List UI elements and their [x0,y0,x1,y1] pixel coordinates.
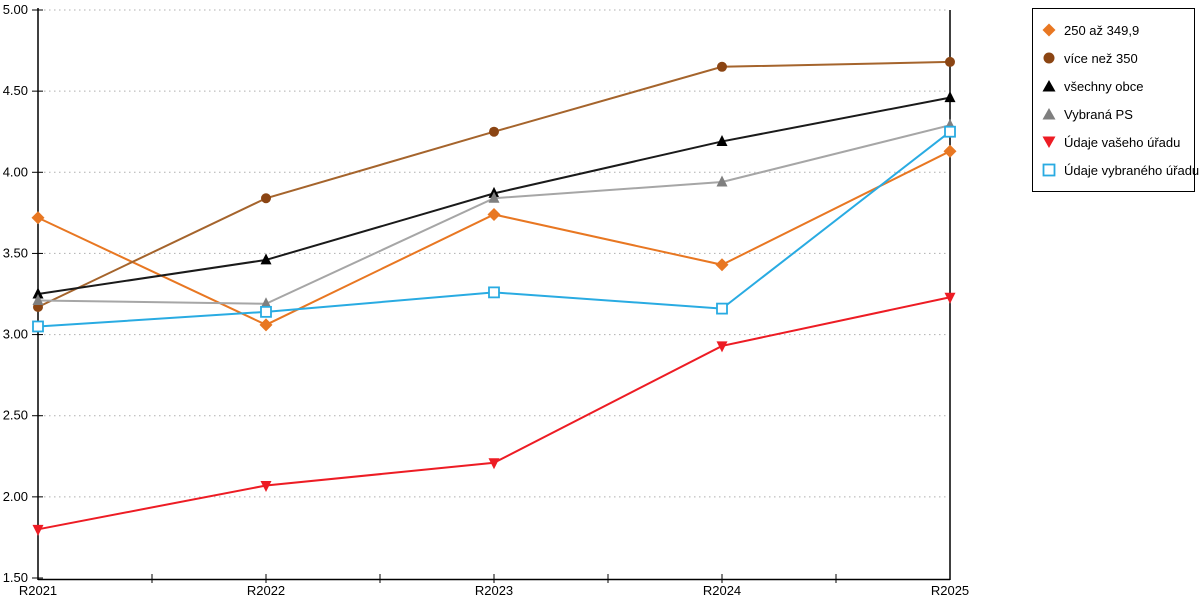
data-point-marker [944,125,956,138]
data-point-marker [261,193,271,204]
data-point-marker [259,318,273,332]
x-axis-tick-label: R2021 [19,583,57,598]
chart-legend: 250 až 349,9 více než 350 všechny obce Vybr… [1032,8,1199,192]
legend-marker [1042,51,1056,65]
data-point-marker [716,134,728,146]
data-point-marker [260,305,272,318]
data-point-marker [260,480,272,492]
square-open-marker-icon [1042,163,1056,177]
data-point-marker [944,292,956,304]
data-point-marker [715,258,729,272]
triangle-up-marker-icon [1042,108,1056,120]
data-point-marker [943,144,957,158]
legend-item-1: 250 až 349,9 [1042,16,1194,44]
data-point-marker [32,293,44,305]
legend-label: Vybraná PS [1064,106,1133,122]
legend-item-6: Údaje vybraného úřadu [1042,156,1199,184]
legend-marker [1042,23,1056,37]
data-point-marker [31,211,45,225]
legend-marker [1042,79,1056,93]
series-line-2 [37,60,951,308]
x-axis-tick-label: R2022 [247,583,285,598]
y-axis-tick-label: 4.50 [3,83,28,98]
data-point-marker [488,191,500,203]
legend-item-3: všechny obce [1042,72,1194,100]
legend-label: všechny obce [1064,78,1144,94]
diamond-marker-icon [1042,23,1056,37]
legend-label: více než 350 [1064,50,1138,66]
legend-item-5: Údaje vašeho úřadu [1042,128,1194,156]
legend-marker [1042,107,1056,121]
circle-marker-icon [1043,52,1055,64]
y-axis-tick-label: 3.50 [3,245,28,260]
y-axis-tick-label: 2.00 [3,489,28,504]
data-point-marker [32,320,44,333]
legend-label: Údaje vašeho úřadu [1064,134,1181,150]
legend-item-4: Vybraná PS [1042,100,1194,128]
data-point-marker [487,207,501,221]
data-point-marker [488,286,500,299]
series-line-5 [37,296,951,531]
x-axis-tick-label: R2024 [703,583,741,598]
y-axis-tick-label: 5.00 [3,2,28,17]
y-axis-tick-label: 1.50 [3,570,28,585]
triangle-down-marker-icon [1042,136,1056,148]
legend-item-2: více než 350 [1042,44,1194,72]
data-point-marker [260,297,272,309]
y-axis-tick-label: 3.00 [3,327,28,342]
data-point-marker [716,302,728,315]
data-point-marker [945,56,955,67]
data-point-marker [716,341,728,353]
data-point-marker [716,175,728,187]
data-point-marker [489,126,499,137]
legend-label: 250 až 349,9 [1064,22,1140,38]
legend-marker [1042,135,1056,149]
data-point-marker [32,287,44,299]
legend-marker [1042,163,1056,177]
y-axis-tick-label: 2.50 [3,408,28,423]
x-axis-tick-label: R2023 [475,583,513,598]
data-point-marker [32,524,44,536]
data-point-marker [944,91,956,103]
triangle-up-marker-icon [1042,80,1056,92]
data-point-marker [260,253,272,265]
x-axis-tick-label: R2025 [931,583,969,598]
data-point-marker [717,61,727,72]
legend-label: Údaje vybraného úřadu [1064,162,1200,178]
y-axis-tick-label: 4.00 [3,164,28,179]
data-point-marker [488,458,500,470]
